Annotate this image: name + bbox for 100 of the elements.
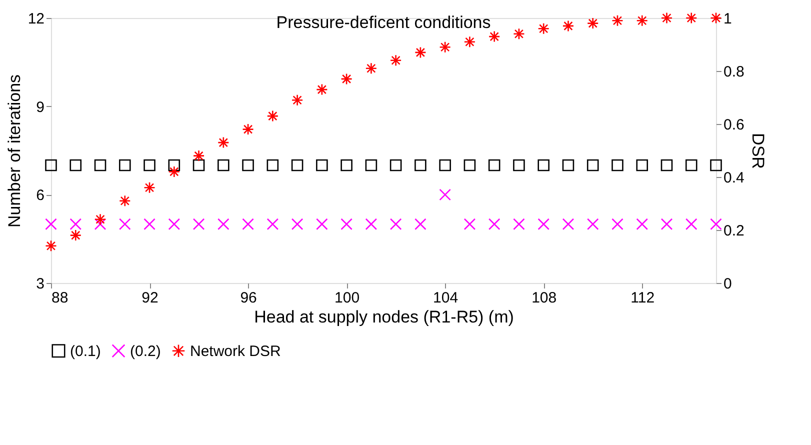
point: [439, 188, 451, 201]
point: [316, 84, 328, 96]
point: [636, 218, 648, 230]
point: [586, 218, 599, 230]
y2-tick-label: 0.4: [724, 170, 744, 186]
point: [710, 159, 722, 172]
point: [464, 159, 476, 172]
point: [242, 218, 254, 230]
point: [612, 218, 624, 230]
point: [168, 166, 180, 178]
point: [390, 54, 402, 66]
point: [538, 22, 550, 34]
point: [45, 159, 57, 172]
point: [464, 36, 476, 48]
point: [242, 123, 254, 136]
y-tick-label: 3: [36, 276, 44, 292]
x-tick-label: 96: [240, 290, 257, 306]
point: [488, 30, 500, 42]
point: [45, 240, 57, 252]
point: [685, 12, 698, 24]
point: [488, 218, 500, 230]
legend-label: (0.2): [130, 342, 161, 360]
point: [660, 218, 673, 230]
x-tick-label: 112: [630, 290, 655, 306]
point: [365, 62, 378, 74]
point: [414, 46, 426, 58]
point: [464, 218, 476, 230]
point: [316, 159, 328, 172]
point: [144, 159, 156, 172]
point: [513, 218, 525, 230]
point: [316, 218, 328, 230]
point: [488, 159, 500, 172]
x-tick-label: 104: [433, 290, 458, 306]
point: [242, 159, 254, 172]
point: [144, 182, 156, 194]
point: [45, 218, 57, 230]
y-tick-label: 9: [36, 98, 44, 116]
point: [94, 214, 106, 226]
point: [144, 218, 156, 230]
chart-title: Pressure-deficent conditions: [276, 13, 491, 32]
point: [390, 218, 402, 230]
point: [118, 159, 131, 172]
y2-axis-title: DSR: [748, 133, 768, 169]
point: [266, 218, 279, 230]
point: [70, 229, 82, 242]
point: [660, 159, 673, 172]
y-tick-label: 6: [36, 187, 44, 204]
y2-tick-label: 0.6: [724, 116, 744, 134]
point: [94, 218, 106, 230]
point: [94, 159, 106, 172]
point: [685, 159, 698, 172]
point: [562, 218, 574, 230]
point: [390, 159, 402, 172]
point: [513, 28, 525, 40]
point: [365, 159, 378, 172]
point: [636, 159, 648, 172]
x-tick-label: 108: [532, 290, 557, 306]
point: [660, 12, 673, 24]
point: [192, 218, 205, 230]
point: [414, 218, 426, 230]
point: [636, 14, 648, 27]
point: [70, 159, 82, 172]
point: [218, 218, 230, 230]
point: [218, 136, 230, 148]
point: [218, 159, 230, 172]
x-tick-label: 100: [334, 290, 360, 306]
point: [586, 159, 599, 172]
y2-tick-label: 1: [724, 10, 732, 28]
point: [439, 159, 451, 172]
point: [439, 41, 451, 54]
point: [192, 150, 205, 162]
point: [340, 73, 352, 85]
legend-label: (0.1): [70, 342, 101, 360]
point: [340, 159, 352, 172]
x-axis-title: Head at supply nodes (R1-R5) (m): [254, 308, 514, 326]
y-axis-title: Number of iterations: [4, 74, 24, 228]
point: [685, 218, 698, 230]
y2-tick-label: 0: [724, 276, 732, 292]
point: [291, 218, 304, 230]
point: [168, 159, 180, 172]
point: [562, 159, 574, 172]
x-tick-label: 88: [52, 290, 68, 306]
y2-tick-label: 0.8: [724, 64, 744, 80]
point: [612, 159, 624, 172]
point: [513, 159, 525, 172]
point: [538, 159, 550, 172]
y2-tick-label: 0.2: [724, 222, 744, 240]
point: [586, 17, 599, 30]
y-tick-label: 12: [28, 10, 44, 28]
point: [266, 159, 279, 172]
point: [414, 159, 426, 172]
point: [710, 218, 722, 230]
legend-label: Network DSR: [190, 342, 282, 360]
point: [538, 218, 550, 230]
point: [291, 94, 304, 106]
point: [192, 159, 205, 172]
point: [266, 110, 279, 122]
point: [710, 12, 722, 24]
point: [70, 218, 82, 230]
point: [118, 218, 131, 230]
